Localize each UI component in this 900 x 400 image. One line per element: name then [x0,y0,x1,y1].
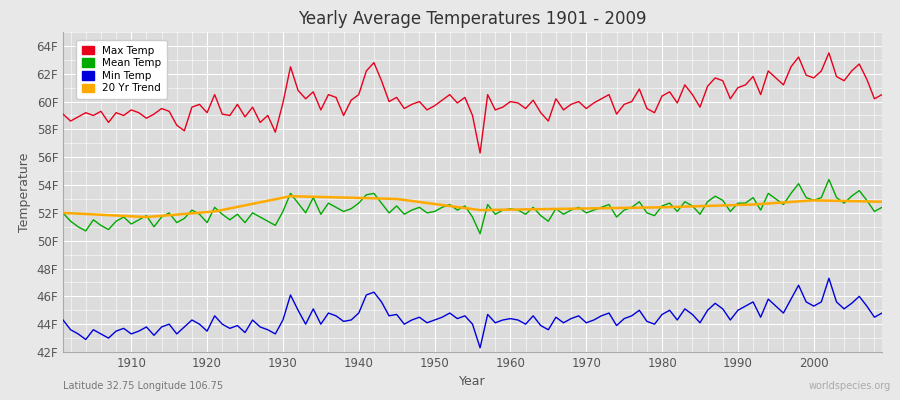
X-axis label: Year: Year [459,376,486,388]
Text: worldspecies.org: worldspecies.org [809,381,891,391]
Text: Latitude 32.75 Longitude 106.75: Latitude 32.75 Longitude 106.75 [63,381,223,391]
Legend: Max Temp, Mean Temp, Min Temp, 20 Yr Trend: Max Temp, Mean Temp, Min Temp, 20 Yr Tre… [76,40,166,99]
Y-axis label: Temperature: Temperature [18,152,31,232]
Title: Yearly Average Temperatures 1901 - 2009: Yearly Average Temperatures 1901 - 2009 [298,10,647,28]
